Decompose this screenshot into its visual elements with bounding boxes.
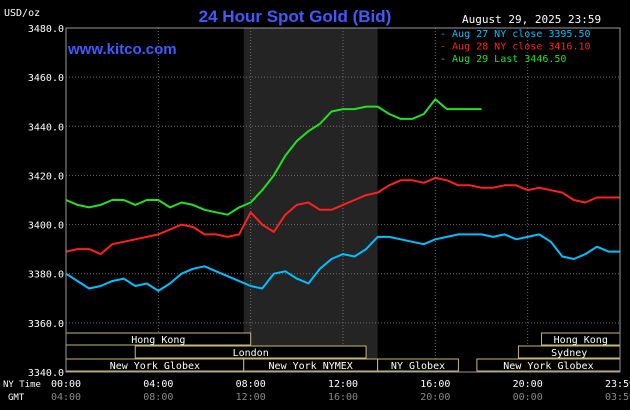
y-axis-title: USD/oz bbox=[4, 8, 40, 19]
legend-entry: - Aug 28 NY close 3416.10 bbox=[440, 42, 591, 53]
series-line-aug-27 bbox=[65, 233, 620, 292]
session-label: Sydney bbox=[551, 348, 587, 359]
session-box bbox=[134, 345, 367, 359]
x-tick-label-ny: 08:00 bbox=[236, 379, 266, 390]
y-tick-label: 3440.0 bbox=[28, 122, 64, 133]
legend: - Aug 27 NY close 3395.50 - Aug 28 NY clo… bbox=[440, 29, 591, 65]
session-label: London bbox=[233, 348, 269, 359]
legend-entry: - Aug 29 Last 3446.50 bbox=[440, 54, 566, 65]
site-url: www.kitco.com bbox=[67, 41, 177, 58]
plot-border bbox=[65, 27, 621, 373]
x-tick-label-ny: 12:00 bbox=[328, 379, 358, 390]
y-tick-label: 3460.0 bbox=[28, 73, 64, 84]
x-tick-label-gmt: 20:00 bbox=[420, 392, 450, 403]
session-label: New York NYMEX bbox=[269, 361, 353, 372]
x-axis-labels: 00:00 04:00 04:00 08:00 08:00 12:00 12:00 16:00… bbox=[51, 379, 630, 403]
timestamp: August 29, 2025 23:59 bbox=[462, 13, 601, 26]
session-box bbox=[377, 358, 459, 372]
x-tick-label-ny: 00:00 bbox=[51, 379, 81, 390]
y-tick-label: 3400.0 bbox=[28, 221, 64, 232]
gmt-label: GMT bbox=[8, 393, 25, 403]
y-tick-label: 3420.0 bbox=[28, 171, 64, 182]
session-label: Hong Kong bbox=[131, 335, 185, 346]
nymex-hours-shading bbox=[243, 28, 378, 372]
market-sessions: Hong Kong Hong Kong London Sydney New York G… bbox=[65, 332, 621, 372]
x-tick-label-ny: 23:59 bbox=[605, 379, 630, 390]
y-tick-label: 3360.0 bbox=[28, 319, 64, 330]
session-label: NY Globex bbox=[391, 361, 445, 372]
x-tick-label-gmt: 04:00 bbox=[51, 392, 81, 403]
chart-title: 24 Hour Spot Gold (Bid) bbox=[199, 7, 392, 26]
series-line-aug-29 bbox=[65, 98, 482, 216]
session-label: New York Globex bbox=[110, 361, 200, 372]
x-tick-label-gmt: 12:00 bbox=[236, 392, 266, 403]
y-tick-label: 3340.0 bbox=[28, 368, 64, 379]
x-tick-label-ny: 16:00 bbox=[420, 379, 450, 390]
x-tick-label-ny: 04:00 bbox=[143, 379, 173, 390]
legend-entry: - Aug 27 NY close 3395.50 bbox=[440, 29, 591, 40]
series-layer bbox=[65, 98, 620, 292]
x-tick-label-gmt: 16:00 bbox=[328, 392, 358, 403]
session-label: New York Globex bbox=[503, 361, 593, 372]
x-tick-label-gmt: 03:59 bbox=[605, 392, 630, 403]
y-tick-label: 3380.0 bbox=[28, 270, 64, 281]
y-axis-labels: 3480.0 3460.0 3440.0 3420.0 3400.0 3380.0 3360… bbox=[28, 24, 64, 379]
x-tick-label-gmt: 08:00 bbox=[143, 392, 173, 403]
session-label: Hong Kong bbox=[554, 335, 608, 346]
series-line-aug-28 bbox=[65, 176, 620, 256]
y-tick-label: 3480.0 bbox=[28, 24, 64, 35]
ny-time-label: NY Time bbox=[3, 380, 41, 390]
x-tick-label-gmt: 00:00 bbox=[513, 392, 543, 403]
x-tick-label-ny: 20:00 bbox=[513, 379, 543, 390]
